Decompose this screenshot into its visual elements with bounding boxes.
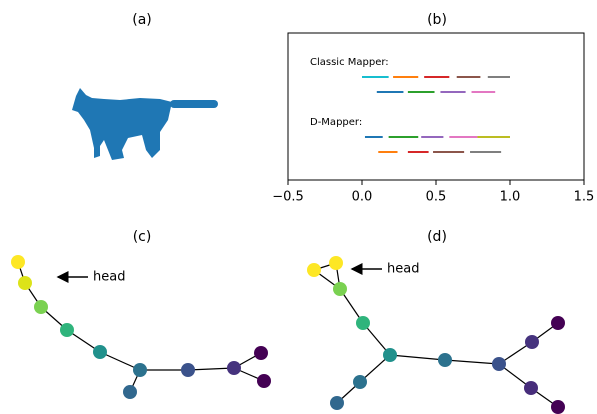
graph-node (11, 255, 25, 269)
graph-node (181, 363, 195, 377)
figure: (a) (b) −0.5 0.0 0.5 1.0 1.5 Classic Mapper: D-M… (0, 0, 597, 414)
graph-node (254, 346, 268, 360)
cat-tail (170, 100, 218, 108)
graph-node (123, 385, 137, 399)
group-label: D-Mapper: (310, 117, 362, 128)
annotation: head (93, 270, 125, 285)
graph-node (551, 400, 565, 414)
graph-edge (390, 355, 445, 360)
graph-node (227, 361, 241, 375)
graph-node (18, 276, 32, 290)
annotation: head (387, 262, 419, 277)
x-tick-label: 1.5 (574, 190, 595, 205)
graph-node (133, 363, 147, 377)
x-tick-label: −0.5 (272, 190, 304, 205)
graph-node (356, 316, 370, 330)
graph-node (257, 374, 271, 388)
x-tick-label: 1.0 (500, 190, 521, 205)
graph-node (307, 263, 321, 277)
x-tick-label: 0.0 (352, 190, 373, 205)
graph-node (525, 335, 539, 349)
graph-node (492, 357, 506, 371)
graph-node (60, 323, 74, 337)
graph-node (551, 316, 565, 330)
graph-node (330, 396, 344, 410)
panel-title: (a) (132, 12, 152, 28)
graph-node (333, 282, 347, 296)
x-tick-label: 0.5 (426, 190, 447, 205)
graph-node (383, 348, 397, 362)
graph-node (329, 256, 343, 270)
group-label: Classic Mapper: (310, 57, 389, 68)
graph-node (353, 375, 367, 389)
graph-node (438, 353, 452, 367)
graph-node (34, 300, 48, 314)
cat-body (72, 88, 172, 160)
graph-edge (445, 360, 499, 364)
graph-node (524, 381, 538, 395)
panel-title: (c) (133, 229, 152, 245)
panel-title: (d) (427, 229, 447, 245)
graph-node (93, 345, 107, 359)
panel-title: (b) (427, 12, 447, 28)
cat-point-cloud (72, 88, 218, 160)
plot-frame (288, 33, 584, 180)
